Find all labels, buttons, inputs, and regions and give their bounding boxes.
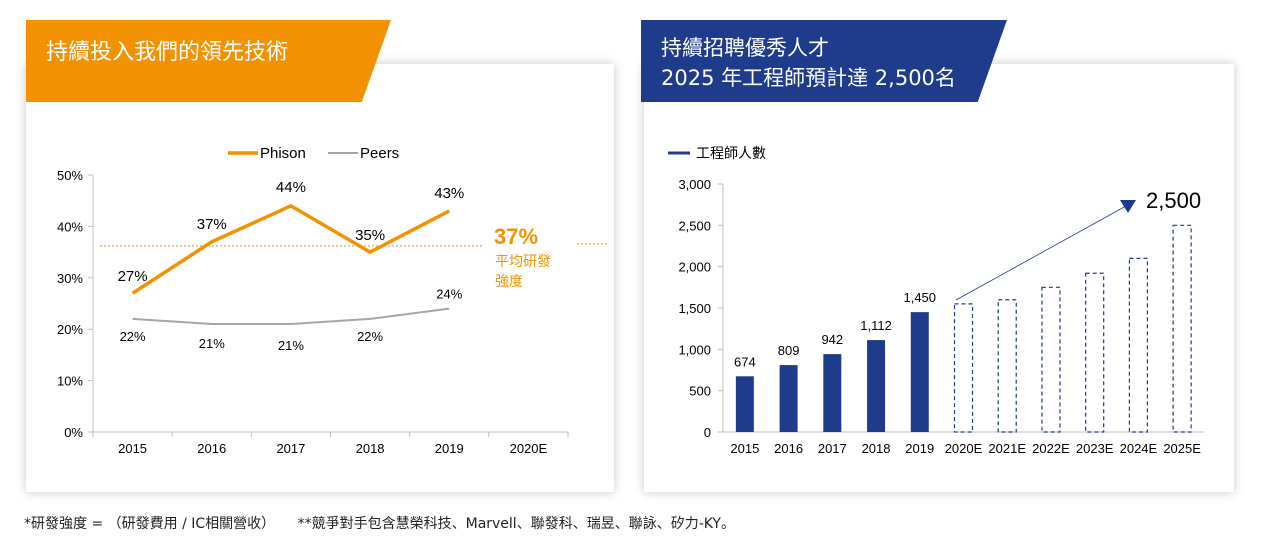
legend-label-phison: Phison: [260, 145, 306, 162]
trend-arrow-head: [1120, 200, 1136, 213]
forecast-bar: [1172, 224, 1192, 433]
data-label-peers: 21%: [199, 336, 225, 351]
hiring-banner-subtitle: 2025 年工程師預計達 2,500名: [661, 66, 956, 90]
x-tick-label: 2017: [276, 441, 305, 456]
y-tick-label: 0%: [64, 425, 83, 440]
y-tick-label: 50%: [57, 168, 83, 183]
footnote-definition: *研發強度 = （研發費用 / IC相關營收）: [24, 516, 276, 532]
bar-value-label: 1,450: [903, 290, 936, 305]
bar: [823, 354, 842, 432]
rd-banner-title: 持續投入我們的領先技術: [46, 40, 289, 65]
bar: [779, 365, 798, 432]
forecast-bar: [1128, 257, 1149, 433]
callout-value-label: 2,500: [1146, 188, 1201, 213]
x-tick-label: 2016: [774, 441, 803, 456]
x-tick-label: 2021E: [988, 441, 1026, 456]
data-label-peers: 24%: [436, 287, 462, 302]
x-tick-label: 2022E: [1032, 441, 1070, 456]
y-tick-label: 1,000: [678, 342, 711, 357]
bar: [867, 340, 886, 432]
x-tick-label: 2017: [818, 441, 847, 456]
x-tick-label: 2018: [862, 441, 891, 456]
average-caption-line2: 強度: [495, 274, 523, 290]
bar: [735, 376, 754, 432]
y-tick-label: 2,000: [678, 260, 711, 275]
y-tick-label: 30%: [57, 271, 83, 286]
legend-label-peers: Peers: [360, 145, 399, 162]
data-label-phison: 44%: [276, 179, 306, 196]
footnote: *研發強度 = （研發費用 / IC相關營收） **競爭對手包含慧榮科技、Mar…: [24, 513, 753, 533]
y-tick-label: 500: [689, 384, 711, 399]
hiring-banner: 持續招聘優秀人才 2025 年工程師預計達 2,500名: [641, 20, 1007, 102]
y-tick-label: 20%: [57, 322, 83, 337]
average-caption-line1: 平均研發: [495, 254, 551, 270]
series-line-phison: [131, 203, 451, 295]
legend-label-engineers: 工程師人數: [696, 146, 766, 162]
bar-value-label: 1,112: [860, 318, 892, 333]
average-value-label: 37%: [494, 224, 538, 249]
rd-intensity-line-chart: 0% 10% 20% 30% 40% 50% 2015 2016 2017 2018 2019 202…: [57, 145, 607, 456]
forecast-bar: [1041, 286, 1061, 433]
x-tick-label: 2019: [435, 441, 464, 456]
data-label-peers: 22%: [120, 329, 146, 344]
data-label-phison: 37%: [197, 216, 227, 233]
y-tick-label: 40%: [57, 219, 83, 234]
data-label-phison: 35%: [355, 227, 385, 244]
y-tick-label: 3,000: [678, 177, 711, 192]
engineer-count-bar-chart: 0 500 1,000 1,500 2,000 2,500 3,000 2015 2016 201…: [668, 146, 1204, 456]
hiring-banner-title: 持續招聘優秀人才: [661, 36, 829, 60]
bar-value-label: 674: [734, 354, 756, 369]
rd-banner: 持續投入我們的領先技術: [26, 20, 391, 102]
forecast-bar: [997, 299, 1017, 433]
bar-value-label: 809: [778, 343, 800, 358]
y-tick-label: 1,500: [678, 301, 711, 316]
trend-arrow-line: [955, 205, 1127, 301]
x-tick-label: 2020E: [945, 441, 983, 456]
forecast-bar: [1085, 272, 1105, 433]
y-tick-label: 0: [704, 425, 711, 440]
x-tick-label: 2023E: [1076, 441, 1114, 456]
x-tick-label: 2015: [730, 441, 759, 456]
footnote-peers: **競爭對手包含慧榮科技、Marvell、聯發科、瑞昱、聯詠、矽力-KY。: [297, 516, 735, 532]
data-label-peers: 21%: [278, 338, 304, 353]
forecast-bar: [953, 303, 974, 433]
x-tick-label: 2020E: [510, 441, 548, 456]
data-label-phison: 43%: [434, 185, 464, 202]
y-tick-label: 2,500: [678, 218, 711, 233]
series-line-peers: [132, 307, 450, 326]
data-label-phison: 27%: [118, 268, 148, 285]
y-tick-label: 10%: [57, 374, 83, 389]
x-tick-label: 2024E: [1120, 441, 1158, 456]
x-tick-label: 2018: [356, 441, 385, 456]
data-label-peers: 22%: [357, 329, 383, 344]
x-tick-label: 2016: [197, 441, 226, 456]
x-tick-label: 2015: [118, 441, 147, 456]
rd-intensity-panel: [26, 64, 614, 492]
x-tick-label: 2019: [905, 441, 934, 456]
x-tick-label: 2025E: [1163, 441, 1201, 456]
bar-value-label: 942: [821, 332, 843, 347]
bar: [910, 312, 929, 432]
